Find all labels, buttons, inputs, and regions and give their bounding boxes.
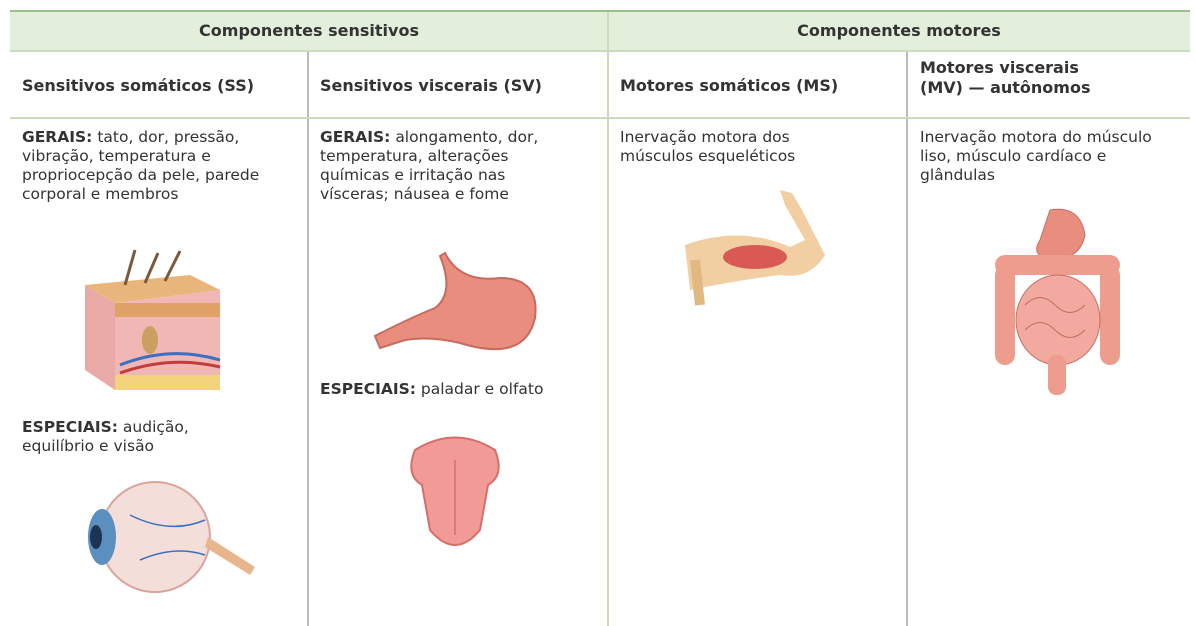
skin-illustration xyxy=(85,249,221,390)
cell-text: GERAIS: tato, dor, pressão, vibração, te… xyxy=(22,128,302,204)
row-rule xyxy=(10,50,1190,52)
eye-illustration xyxy=(88,481,255,593)
label: GERAIS: xyxy=(320,128,391,146)
text: Inervação motora dos músculos esquelétic… xyxy=(620,128,796,165)
group-header-band xyxy=(10,10,1190,52)
cell-text: Inervação motora dos músculos esquelétic… xyxy=(620,128,860,166)
label: GERAIS: xyxy=(22,128,93,146)
column-header: Sensitivos somáticos (SS) xyxy=(22,76,255,95)
column-header: Sensitivos viscerais (SV) xyxy=(320,76,542,95)
column-header: Motores viscerais (MV) — autônomos xyxy=(920,58,1091,97)
intestine-illustration xyxy=(995,208,1120,395)
group-header: Componentes sensitivos xyxy=(199,21,419,40)
cell-text: ESPECIAIS: paladar e olfato xyxy=(320,380,560,399)
divider xyxy=(307,50,309,626)
divider xyxy=(607,12,609,626)
cell-text: Inervação motora do músculo liso, múscul… xyxy=(920,128,1160,185)
column-header: Motores somáticos (MS) xyxy=(620,76,839,95)
cell-text: GERAIS: alongamento, dor, temperatura, a… xyxy=(320,128,560,204)
tongue-illustration xyxy=(410,436,500,546)
cell-text: ESPECIAIS: audição, equilíbrio e visão xyxy=(22,418,262,456)
group-header: Componentes motores xyxy=(797,21,1001,40)
label: ESPECIAIS: xyxy=(320,380,416,398)
text: audição, equilíbrio e visão xyxy=(22,418,189,455)
stomach-illustration xyxy=(373,251,537,351)
text: alongamento, dor, temperatura, alteraçõe… xyxy=(320,128,539,203)
text: tato, dor, pressão, vibração, temperatur… xyxy=(22,128,260,203)
text: Inervação motora do músculo liso, múscul… xyxy=(920,128,1152,184)
divider xyxy=(906,50,908,626)
row-rule xyxy=(10,117,1190,119)
arm-illustration xyxy=(685,190,825,306)
text: paladar e olfato xyxy=(420,380,544,398)
label: ESPECIAIS: xyxy=(22,418,118,436)
